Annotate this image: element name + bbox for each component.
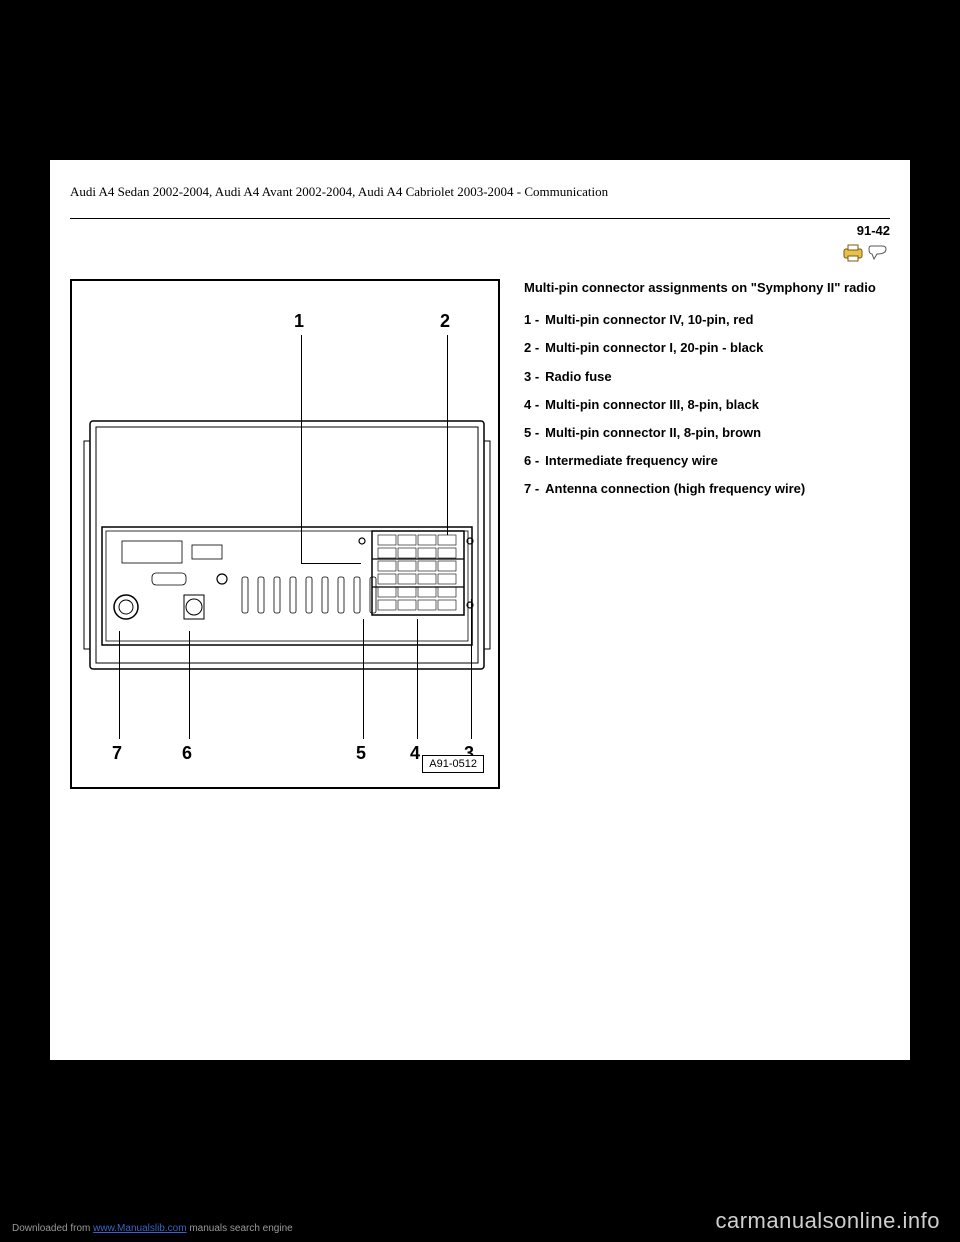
list-item: 3 - Radio fuse (524, 368, 890, 386)
watermark: carmanualsonline.info (715, 1208, 940, 1234)
item-label: Radio fuse (545, 368, 611, 386)
leader-line (301, 563, 361, 564)
diagram-wrap: 1276543A91-0512 (70, 279, 500, 789)
page-container: Audi A4 Sedan 2002-2004, Audi A4 Avant 2… (50, 160, 910, 1060)
callout-number: 7 (112, 743, 122, 764)
callout-number: 6 (182, 743, 192, 764)
diagram-svg (72, 281, 502, 791)
page-number: 91-42 (857, 223, 890, 238)
leader-line (417, 619, 418, 739)
footer: Downloaded from www.Manualslib.com manua… (12, 1223, 293, 1234)
leader-line (301, 335, 302, 563)
item-number: 5 - (524, 424, 539, 442)
item-label: Multi-pin connector I, 20-pin - black (545, 339, 763, 357)
callout-number: 5 (356, 743, 366, 764)
item-label: Intermediate frequency wire (545, 452, 718, 470)
callout-number: 4 (410, 743, 420, 764)
icons-row (70, 244, 890, 267)
speech-icon (868, 244, 890, 267)
item-label: Multi-pin connector III, 8-pin, black (545, 396, 759, 414)
diagram-frame: 1276543A91-0512 (70, 279, 500, 789)
document-header: Audi A4 Sedan 2002-2004, Audi A4 Avant 2… (70, 184, 890, 200)
print-icon (842, 244, 864, 267)
list-item: 5 - Multi-pin connector II, 8-pin, brown (524, 424, 890, 442)
list-item: 2 - Multi-pin connector I, 20-pin - black (524, 339, 890, 357)
diagram-ref-id: A91-0512 (422, 755, 484, 773)
content-row: 1276543A91-0512 Multi-pin connector assi… (70, 279, 890, 789)
item-list: 1 - Multi-pin connector IV, 10-pin, red 2 … (524, 311, 890, 498)
item-number: 2 - (524, 339, 539, 357)
item-number: 4 - (524, 396, 539, 414)
item-number: 6 - (524, 452, 539, 470)
header-row: 91-42 (70, 223, 890, 238)
footer-link[interactable]: www.Manualslib.com (93, 1223, 186, 1234)
leader-line (471, 599, 472, 739)
leader-line (189, 631, 190, 739)
item-label: Multi-pin connector IV, 10-pin, red (545, 311, 753, 329)
leader-line (447, 335, 448, 535)
list-item: 1 - Multi-pin connector IV, 10-pin, red (524, 311, 890, 329)
footer-suffix: manuals search engine (189, 1223, 292, 1234)
leader-line (363, 619, 364, 739)
callout-number: 2 (440, 311, 450, 332)
item-label: Antenna connection (high frequency wire) (545, 480, 805, 498)
list-item: 7 - Antenna connection (high frequency wi… (524, 480, 890, 498)
section-title: Multi-pin connector assignments on "Symp… (524, 279, 890, 297)
list-item: 6 - Intermediate frequency wire (524, 452, 890, 470)
footer-prefix: Downloaded from (12, 1223, 93, 1234)
item-number: 3 - (524, 368, 539, 386)
horizontal-rule (70, 218, 890, 219)
callout-number: 1 (294, 311, 304, 332)
item-number: 7 - (524, 480, 539, 498)
item-label: Multi-pin connector II, 8-pin, brown (545, 424, 761, 442)
text-column: Multi-pin connector assignments on "Symp… (524, 279, 890, 509)
list-item: 4 - Multi-pin connector III, 8-pin, black (524, 396, 890, 414)
item-number: 1 - (524, 311, 539, 329)
leader-line (119, 631, 120, 739)
